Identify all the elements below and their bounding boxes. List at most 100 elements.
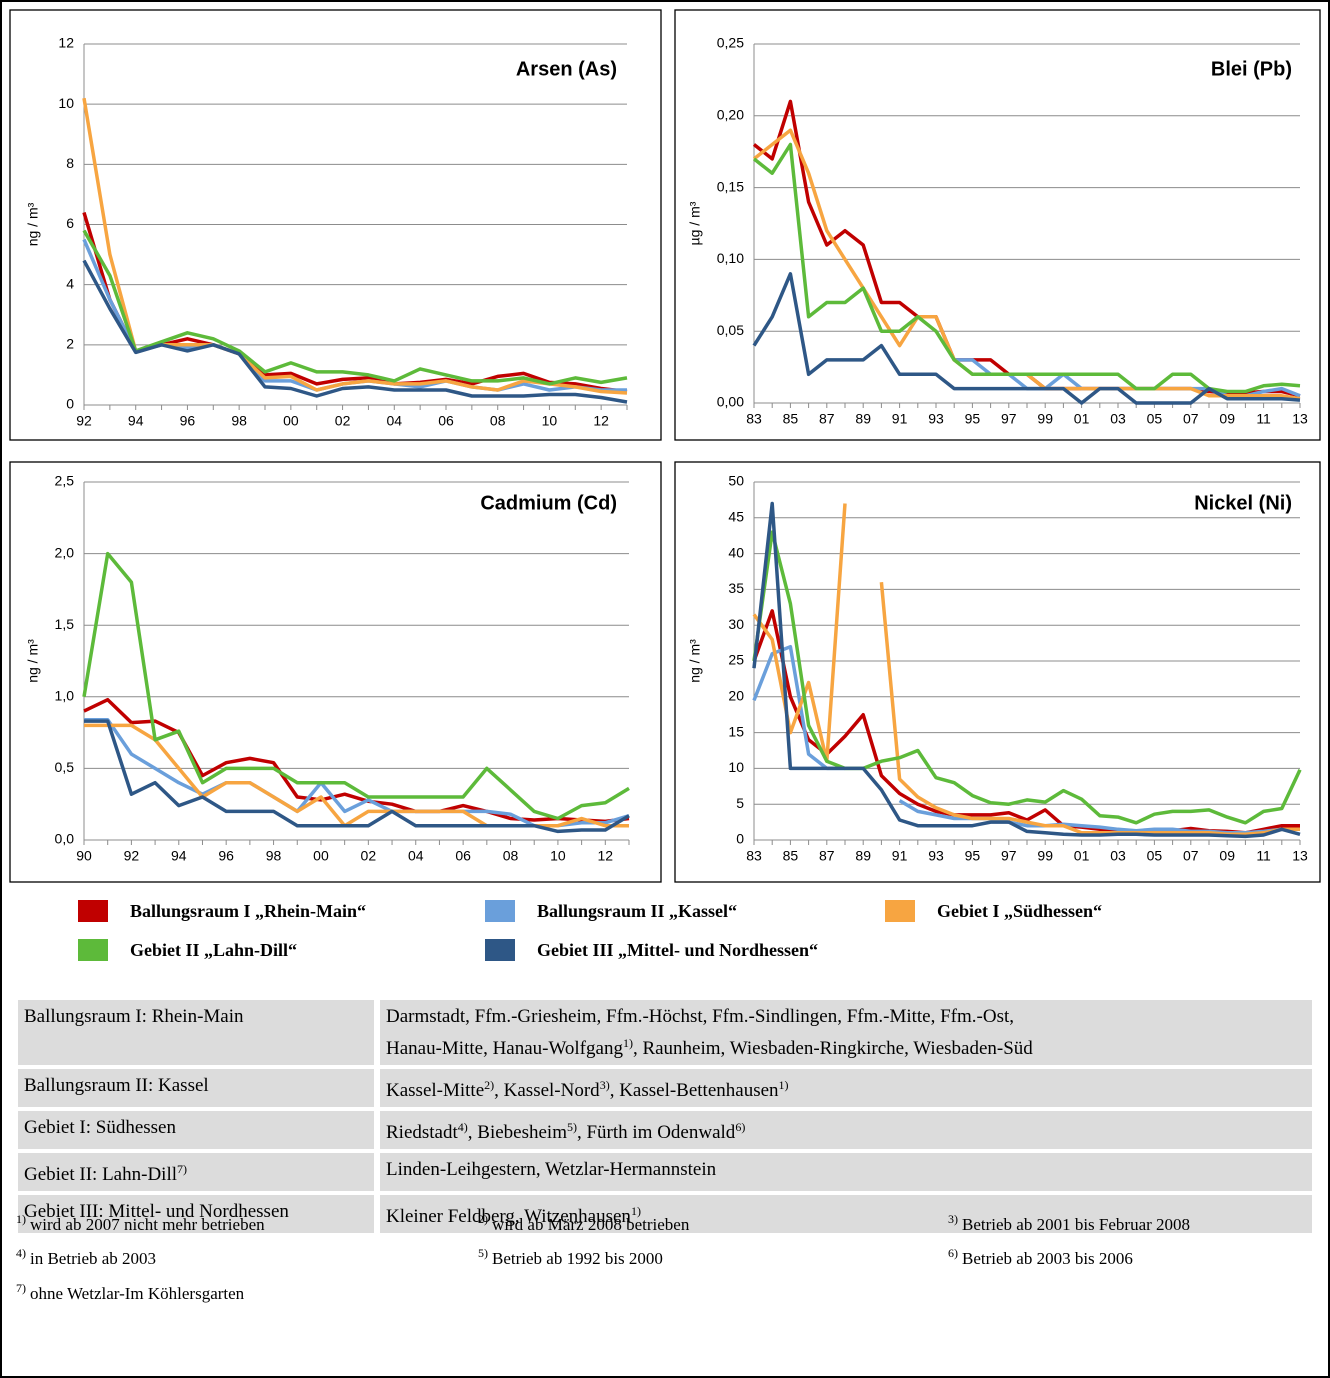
legend-swatch [885, 900, 915, 922]
x-tick-label: 09 [1219, 411, 1235, 427]
chart-title: Blei (Pb) [1211, 58, 1292, 80]
text: Gebiet III: Mittel- und Nordhessen [24, 1201, 289, 1222]
footnote: 7) ohne Wetzlar-Im Köhlersgarten [16, 1281, 244, 1304]
legend-label: Ballungsraum II „Kassel“ [537, 900, 738, 921]
text: Linden-Leihgestern, Wetzlar-Hermannstein [386, 1159, 717, 1180]
legend-swatch [78, 939, 108, 961]
y-tick-label: 0,25 [717, 35, 744, 51]
footnote: 2) wird ab März 2008 betrieben [478, 1212, 689, 1235]
x-tick-label: 10 [550, 848, 566, 864]
footnote-ref: 5) [566, 1120, 577, 1134]
x-tick-label: 89 [855, 411, 871, 427]
text: Darmstadt, Ffm.-Griesheim, Ffm.-Höchst, … [386, 1006, 1015, 1027]
stations-line: Kassel-Mitte2), Kassel-Nord3), Kassel-Be… [386, 1072, 1306, 1104]
panel [9, 9, 662, 441]
y-tick-label: 0,10 [717, 250, 744, 266]
x-tick-label: 01 [1074, 411, 1090, 427]
area-cell: Gebiet I: Südhessen [18, 1111, 380, 1149]
series-line [752, 644, 1300, 835]
x-tick-label: 90 [76, 848, 92, 864]
footnote: 4) in Betrieb ab 2003 [16, 1246, 156, 1269]
area-cell: Gebiet III: Mittel- und Nordhessen [18, 1195, 380, 1233]
x-tick-label: 85 [783, 411, 799, 427]
stations-cell: Kassel-Mitte2), Kassel-Nord3), Kassel-Be… [380, 1069, 1312, 1107]
y-tick-label: 35 [728, 580, 744, 596]
x-tick-label: 89 [855, 848, 871, 864]
table-row: Gebiet II: Lahn-Dill7) Linden-Leihgestern… [18, 1153, 1312, 1191]
area-cell: Ballungsraum II: Kassel [18, 1069, 380, 1107]
x-tick-label: 08 [503, 848, 519, 864]
y-tick-label: 50 [728, 473, 744, 489]
y-tick-label: 2 [66, 336, 74, 352]
y-tick-label: 10 [58, 95, 74, 111]
x-tick-label: 02 [361, 848, 377, 864]
y-tick-label: 15 [728, 723, 744, 739]
footnote-text: wird ab 2007 nicht mehr betrieben [30, 1215, 265, 1234]
series-line [82, 551, 630, 821]
x-tick-label: 03 [1110, 411, 1126, 427]
y-tick-label: 30 [728, 616, 744, 632]
legend-label: Ballungsraum I „Rhein-Main“ [130, 900, 367, 921]
x-tick-label: 92 [76, 413, 92, 429]
text: , Fürth im Odenwald [576, 1122, 736, 1143]
footnote-ref: 7) [177, 1162, 188, 1176]
text: , Biebesheim [467, 1122, 567, 1143]
text: Ballungsraum II: Kassel [24, 1075, 209, 1096]
stations-cell: Riedstadt4), Biebesheim5), Fürth im Oden… [380, 1111, 1312, 1149]
panel [674, 461, 1321, 883]
footnote-mark: 2) [478, 1212, 488, 1226]
x-tick-label: 05 [1147, 848, 1163, 864]
station-table: Ballungsraum I: Rhein-Main Darmstadt, Ffm… [18, 996, 1312, 1237]
stations-line: Darmstadt, Ffm.-Griesheim, Ffm.-Höchst, … [386, 1003, 1306, 1030]
x-tick-label: 85 [783, 848, 799, 864]
y-tick-label: 2,0 [55, 544, 75, 560]
y-tick-label: 0,00 [717, 394, 744, 410]
y-tick-label: 25 [728, 652, 744, 668]
x-tick-label: 96 [218, 848, 234, 864]
x-tick-label: 87 [819, 411, 835, 427]
x-tick-label: 11 [1256, 848, 1271, 864]
legend-item: Gebiet III „Mittel- und Nordhessen“ [485, 939, 818, 961]
table-row: Gebiet I: Südhessen Riedstadt4), Biebeshe… [18, 1111, 1312, 1149]
footnote-ref: 6) [735, 1120, 746, 1134]
x-tick-label: 09 [1219, 848, 1235, 864]
x-tick-label: 05 [1147, 411, 1163, 427]
y-tick-label: 2,5 [55, 473, 75, 489]
stations-line: Riedstadt4), Biebesheim5), Fürth im Oden… [386, 1114, 1306, 1146]
x-tick-label: 01 [1074, 848, 1090, 864]
area-cell: Ballungsraum I: Rhein-Main [18, 1000, 380, 1065]
y-tick-label: 12 [58, 35, 74, 51]
x-tick-label: 91 [892, 848, 908, 864]
x-tick-label: 00 [313, 848, 329, 864]
y-tick-label: 1,5 [55, 616, 75, 632]
series-line [82, 259, 628, 404]
text: , Raunheim, Wiesbaden-Ringkirche, Wiesba… [632, 1038, 1033, 1059]
footnote-mark: 7) [16, 1281, 26, 1295]
y-tick-label: 8 [66, 155, 74, 171]
text: Hanau-Mitte, Hanau-Wolfgang [386, 1038, 623, 1059]
footnote-ref: 4) [457, 1120, 468, 1134]
area-cell: Gebiet II: Lahn-Dill7) [18, 1153, 380, 1191]
footnote-mark: 6) [948, 1246, 958, 1260]
y-tick-label: 0,20 [717, 107, 744, 123]
x-tick-label: 04 [408, 848, 424, 864]
footnote: 6) Betrieb ab 2003 bis 2006 [948, 1246, 1133, 1269]
x-tick-label: 03 [1110, 848, 1126, 864]
x-tick-label: 13 [1292, 848, 1308, 864]
footnote-text: in Betrieb ab 2003 [30, 1249, 157, 1268]
footnote-mark: 5) [478, 1246, 488, 1260]
footnote-text: Betrieb ab 2001 bis Februar 2008 [962, 1215, 1191, 1234]
x-tick-label: 98 [266, 848, 282, 864]
y-axis-label: ng / m³ [25, 202, 41, 246]
x-tick-label: 00 [283, 413, 299, 429]
chart-title: Arsen (As) [516, 58, 617, 80]
series-line [82, 212, 628, 394]
y-tick-label: 0,05 [717, 322, 744, 338]
table-row: Ballungsraum II: Kassel Kassel-Mitte2), K… [18, 1069, 1312, 1107]
chart-title: Nickel (Ni) [1194, 492, 1292, 514]
footnote: 5) Betrieb ab 1992 bis 2000 [478, 1246, 663, 1269]
footnote-mark: 3) [948, 1212, 958, 1226]
legend-swatch [78, 900, 108, 922]
